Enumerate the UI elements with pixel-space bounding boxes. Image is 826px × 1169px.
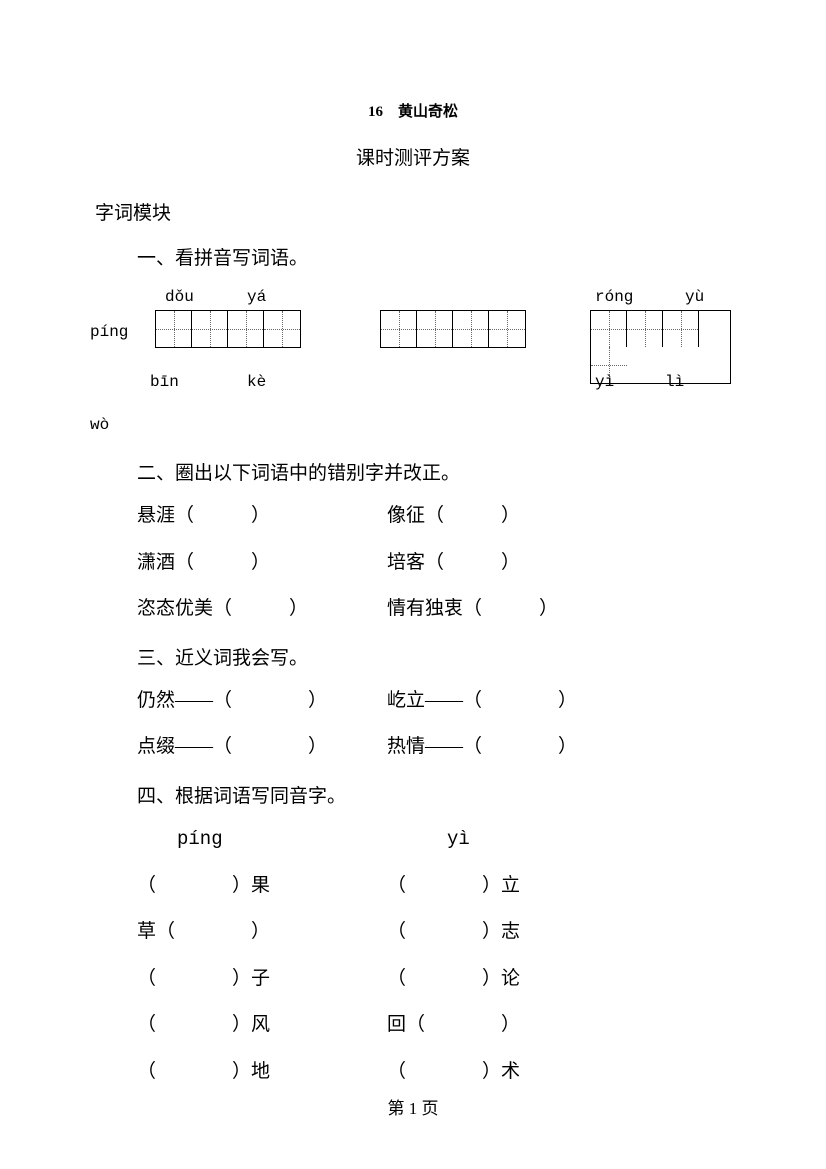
pinyin-yi: yì	[595, 373, 614, 391]
pinyin-bin: bīn	[150, 373, 179, 391]
q2-r1b: 像征（ ）	[387, 503, 637, 530]
q4-r1b: （ ）立	[387, 873, 637, 900]
q3-r2a: 点缀——（ ）	[137, 734, 387, 761]
q2-row2: 潇酒（ ） 培客（ ）	[95, 550, 731, 577]
q2-r1a: 悬涯（ ）	[137, 503, 387, 530]
pinyin-yu: yù	[685, 288, 704, 306]
q4-h2: yì	[387, 826, 637, 853]
pinyin-wo: wò	[90, 416, 109, 434]
pinyin-area: dǒu yá róng yù píng bīn kè yì lì wò	[95, 288, 731, 428]
q2-row1: 悬涯（ ） 像征（ ）	[95, 503, 731, 530]
q4-r2b: （ ）志	[387, 919, 637, 946]
q3-heading: 三、近义词我会写。	[95, 643, 731, 670]
q4-r5a: （ ）地	[137, 1059, 387, 1086]
pinyin-rong: róng	[595, 288, 633, 306]
q4-row5: （ ）地 （ ）术	[95, 1059, 731, 1086]
q2-heading: 二、圈出以下词语中的错别字并改正。	[95, 458, 731, 485]
q3-row2: 点缀——（ ） 热情——（ ）	[95, 734, 731, 761]
q4-r1a: （ ）果	[137, 873, 387, 900]
q2-r3a: 恣态优美（ ）	[137, 596, 387, 623]
page-subtitle: 课时测评方案	[95, 143, 731, 170]
q4-r3b: （ ）论	[387, 966, 637, 993]
pinyin-ya: yá	[247, 288, 266, 306]
q1-heading: 一、看拼音写词语。	[95, 243, 731, 270]
q4-r4b: 回（ ）	[387, 1012, 637, 1039]
q4-row2: 草（ ） （ ）志	[95, 919, 731, 946]
q2-r2b: 培客（ ）	[387, 550, 637, 577]
section-header: 字词模块	[95, 198, 731, 225]
q4-row3: （ ）子 （ ）论	[95, 966, 731, 993]
q4-r4a: （ ）风	[137, 1012, 387, 1039]
pinyin-dou: dǒu	[165, 288, 194, 306]
q4-r2a: 草（ ）	[137, 919, 387, 946]
q2-r3b: 情有独衷（ ）	[387, 596, 637, 623]
pinyin-ping: píng	[90, 323, 128, 341]
q3-r2b: 热情——（ ）	[387, 734, 637, 761]
q4-r5b: （ ）术	[387, 1059, 637, 1086]
q4-r3a: （ ）子	[137, 966, 387, 993]
q2-row3: 恣态优美（ ） 情有独衷（ ）	[95, 596, 731, 623]
page-footer: 第 1 页	[0, 1094, 826, 1119]
q4-row1: （ ）果 （ ）立	[95, 873, 731, 900]
q4-h1: píng	[137, 826, 387, 853]
q2-r2a: 潇酒（ ）	[137, 550, 387, 577]
q4-hrow: píng yì	[95, 826, 731, 853]
q3-r1a: 仍然——（ ）	[137, 688, 387, 715]
q3-r1b: 屹立——（ ）	[387, 688, 637, 715]
char-grid-1	[155, 310, 301, 348]
pinyin-li: lì	[665, 373, 684, 391]
q4-heading: 四、根据词语写同音字。	[95, 781, 731, 808]
q4-row4: （ ）风 回（ ）	[95, 1012, 731, 1039]
char-grid-2	[380, 310, 526, 348]
q3-row1: 仍然——（ ） 屹立——（ ）	[95, 688, 731, 715]
page-title: 16 黄山奇松	[95, 100, 731, 121]
pinyin-ke: kè	[247, 373, 266, 391]
